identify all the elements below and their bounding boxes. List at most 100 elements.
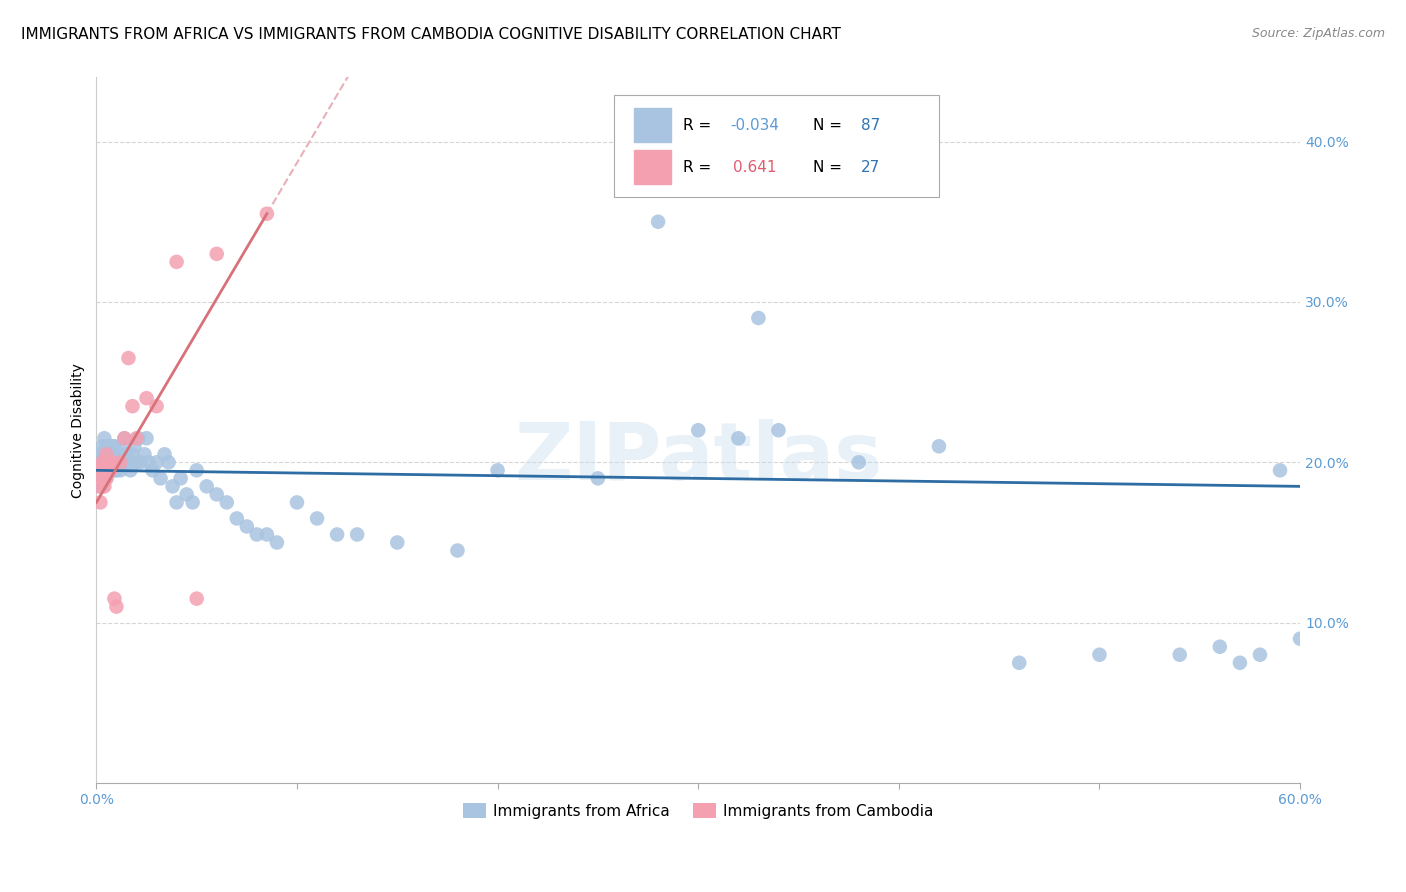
Point [117, 351, 139, 365]
Point [91, 455, 114, 469]
Point [120, 463, 142, 477]
Point [96, 447, 118, 461]
Point [138, 455, 160, 469]
Point [145, 399, 167, 413]
Point [100, 463, 122, 477]
Point [96, 439, 118, 453]
Point [110, 455, 132, 469]
Point [96, 463, 118, 477]
Point [1008, 656, 1031, 670]
Point [236, 519, 259, 533]
Point [100, 463, 122, 477]
Point [1168, 648, 1191, 662]
Point [101, 447, 124, 461]
Point [114, 431, 136, 445]
Point [135, 391, 157, 405]
Point [186, 591, 208, 606]
Point [153, 447, 176, 461]
Point [96, 471, 118, 485]
Point [125, 455, 148, 469]
Point [93, 447, 115, 461]
Point [688, 423, 710, 437]
Point [91, 471, 114, 485]
Point [256, 207, 278, 221]
Text: 87: 87 [860, 118, 880, 133]
Point [111, 455, 134, 469]
Point [141, 463, 163, 477]
Text: N =: N = [813, 160, 846, 175]
Point [125, 431, 148, 445]
Legend: Immigrants from Africa, Immigrants from Cambodia: Immigrants from Africa, Immigrants from … [457, 797, 939, 825]
Point [205, 487, 228, 501]
Point [195, 479, 218, 493]
Text: Source: ZipAtlas.com: Source: ZipAtlas.com [1251, 27, 1385, 40]
Point [157, 455, 180, 469]
Point [89, 495, 111, 509]
Point [103, 591, 125, 606]
Point [97, 447, 120, 461]
Point [117, 455, 139, 469]
Point [225, 511, 247, 525]
Point [121, 447, 143, 461]
Point [387, 535, 409, 549]
Point [768, 423, 790, 437]
Point [134, 447, 156, 461]
Point [93, 479, 115, 493]
Point [205, 247, 228, 261]
Point [647, 215, 669, 229]
Point [747, 310, 769, 325]
Point [96, 471, 118, 485]
FancyBboxPatch shape [614, 95, 939, 197]
Point [1249, 648, 1271, 662]
Point [89, 447, 111, 461]
Point [110, 463, 132, 477]
Point [848, 455, 870, 469]
Point [305, 511, 328, 525]
Point [1209, 640, 1232, 654]
Point [93, 431, 115, 445]
Point [97, 455, 120, 469]
Y-axis label: Cognitive Disability: Cognitive Disability [72, 363, 86, 498]
Point [166, 495, 188, 509]
Point [928, 439, 950, 453]
Point [135, 431, 157, 445]
Point [446, 543, 468, 558]
Point [129, 455, 152, 469]
Point [107, 447, 129, 461]
Point [91, 479, 114, 493]
Point [256, 527, 278, 541]
Point [181, 495, 204, 509]
Point [89, 463, 111, 477]
Point [97, 463, 120, 477]
Point [285, 495, 308, 509]
Point [105, 599, 128, 614]
Point [1268, 463, 1291, 477]
Point [114, 431, 136, 445]
Point [101, 439, 124, 453]
Point [1088, 648, 1111, 662]
Point [727, 431, 749, 445]
Point [1289, 632, 1312, 646]
Text: -0.034: -0.034 [731, 118, 780, 133]
Point [91, 455, 114, 469]
Point [110, 439, 132, 453]
Point [105, 447, 128, 461]
Text: R =: R = [682, 160, 716, 175]
Point [586, 471, 609, 485]
Point [93, 455, 115, 469]
Text: 27: 27 [860, 160, 880, 175]
Text: IMMIGRANTS FROM AFRICA VS IMMIGRANTS FROM CAMBODIA COGNITIVE DISABILITY CORRELAT: IMMIGRANTS FROM AFRICA VS IMMIGRANTS FRO… [21, 27, 841, 42]
Point [103, 463, 125, 477]
Point [266, 535, 288, 549]
Point [149, 471, 172, 485]
Point [87, 463, 110, 477]
Text: R =: R = [682, 118, 716, 133]
Point [101, 455, 124, 469]
Point [103, 439, 125, 453]
Bar [634, 108, 671, 142]
Point [486, 463, 509, 477]
Point [89, 479, 111, 493]
Point [166, 255, 188, 269]
Point [91, 471, 114, 485]
Point [89, 463, 111, 477]
